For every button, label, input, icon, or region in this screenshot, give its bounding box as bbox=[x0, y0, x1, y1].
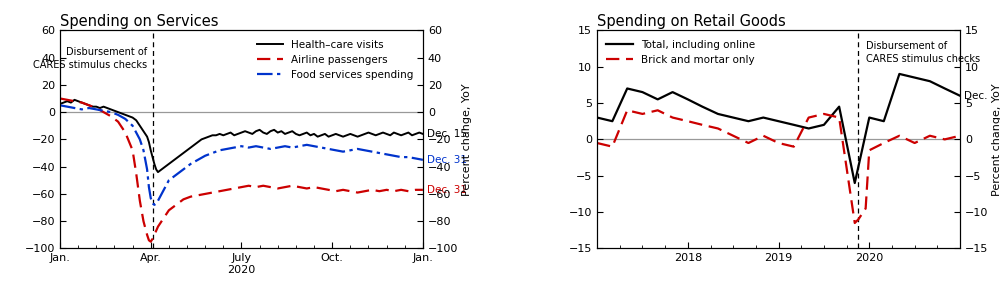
Text: Disbursement of
CARES stimulus checks: Disbursement of CARES stimulus checks bbox=[866, 41, 980, 65]
Text: Dec. 31: Dec. 31 bbox=[427, 185, 467, 195]
Legend: Total, including online, Brick and mortar only: Total, including online, Brick and morta… bbox=[602, 35, 759, 69]
Text: Dec. 31: Dec. 31 bbox=[427, 155, 467, 165]
Text: Spending on Services: Spending on Services bbox=[60, 14, 218, 29]
Y-axis label: Percent change, YoY: Percent change, YoY bbox=[992, 83, 1000, 196]
Y-axis label: Percent change, YoY: Percent change, YoY bbox=[462, 83, 472, 196]
Text: Dec.: Dec. bbox=[964, 91, 987, 101]
Text: Disbursement of
CARES stimulus checks: Disbursement of CARES stimulus checks bbox=[33, 47, 147, 70]
Legend: Health–care visits, Airline passengers, Food services spending: Health–care visits, Airline passengers, … bbox=[253, 35, 418, 84]
Text: Dec. 15: Dec. 15 bbox=[427, 129, 467, 139]
Text: Spending on Retail Goods: Spending on Retail Goods bbox=[597, 14, 786, 29]
